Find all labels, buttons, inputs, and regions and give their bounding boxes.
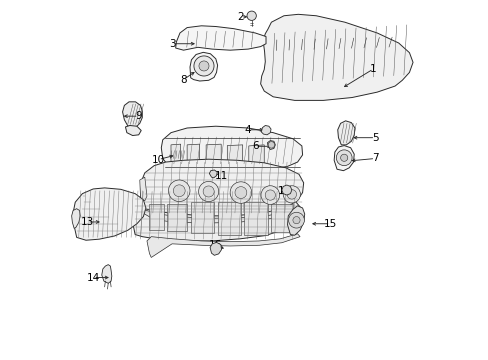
Circle shape: [283, 186, 300, 203]
Polygon shape: [206, 144, 221, 168]
Text: 7: 7: [371, 153, 378, 163]
Text: 6: 6: [251, 141, 258, 151]
Polygon shape: [167, 149, 186, 161]
Polygon shape: [267, 140, 275, 149]
Text: 15: 15: [323, 219, 337, 229]
Polygon shape: [217, 202, 241, 234]
Polygon shape: [122, 102, 142, 127]
Circle shape: [340, 154, 347, 161]
Polygon shape: [132, 189, 300, 241]
Text: 4: 4: [244, 125, 251, 135]
Circle shape: [286, 190, 296, 199]
Polygon shape: [140, 159, 303, 216]
Polygon shape: [261, 126, 270, 135]
Polygon shape: [72, 209, 80, 228]
Circle shape: [264, 190, 275, 200]
Polygon shape: [227, 145, 242, 170]
Polygon shape: [190, 52, 217, 81]
Text: 5: 5: [371, 133, 378, 143]
Text: 14: 14: [86, 273, 100, 283]
Polygon shape: [260, 14, 412, 100]
Circle shape: [168, 180, 190, 202]
Polygon shape: [175, 26, 265, 50]
Circle shape: [288, 212, 304, 228]
Polygon shape: [171, 144, 180, 165]
Text: 9: 9: [135, 111, 142, 121]
Circle shape: [261, 186, 279, 204]
Text: 10: 10: [152, 154, 164, 165]
Text: 2: 2: [237, 12, 244, 22]
Text: 3: 3: [169, 39, 176, 49]
Polygon shape: [248, 145, 264, 171]
Text: 1: 1: [369, 64, 376, 74]
Circle shape: [203, 186, 214, 197]
Circle shape: [230, 182, 251, 203]
Text: 13: 13: [81, 217, 94, 227]
Text: 16: 16: [209, 239, 222, 249]
Circle shape: [235, 186, 246, 198]
Polygon shape: [271, 204, 293, 232]
Circle shape: [267, 141, 274, 148]
Polygon shape: [161, 126, 302, 172]
Circle shape: [292, 217, 300, 224]
Polygon shape: [209, 170, 217, 178]
Polygon shape: [210, 242, 221, 255]
Polygon shape: [140, 177, 147, 201]
Text: 12: 12: [277, 186, 290, 197]
Circle shape: [336, 150, 351, 166]
Circle shape: [246, 11, 256, 21]
Polygon shape: [102, 265, 112, 283]
Polygon shape: [333, 145, 353, 171]
Polygon shape: [73, 188, 145, 240]
Polygon shape: [187, 144, 199, 166]
Polygon shape: [281, 185, 291, 195]
Polygon shape: [287, 206, 304, 235]
Text: 8: 8: [180, 75, 186, 85]
Polygon shape: [125, 126, 141, 135]
Polygon shape: [244, 202, 267, 234]
Polygon shape: [337, 121, 354, 145]
Polygon shape: [147, 234, 300, 257]
Circle shape: [199, 61, 208, 71]
Polygon shape: [167, 204, 187, 231]
Text: 11: 11: [214, 171, 227, 181]
Polygon shape: [190, 202, 214, 233]
Polygon shape: [143, 208, 300, 223]
Circle shape: [173, 185, 185, 197]
Circle shape: [194, 56, 214, 76]
Polygon shape: [149, 204, 163, 230]
Circle shape: [198, 181, 218, 202]
